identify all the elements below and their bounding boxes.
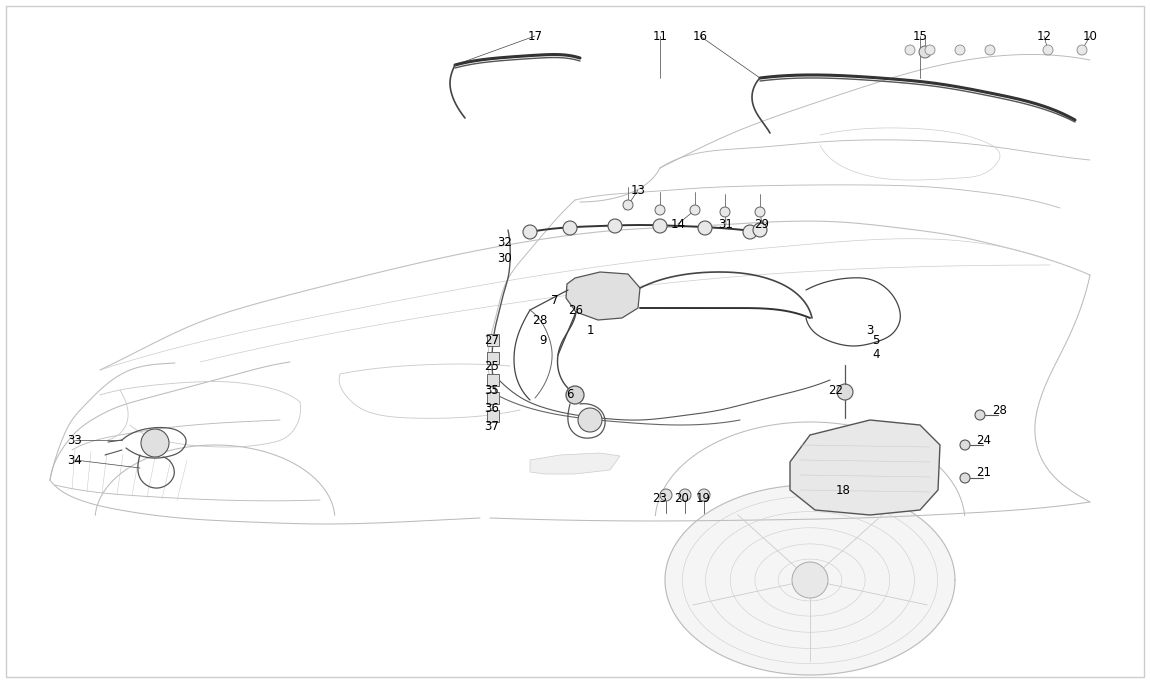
Circle shape (690, 205, 700, 215)
Circle shape (698, 221, 712, 235)
Text: 25: 25 (484, 359, 499, 372)
Circle shape (753, 223, 767, 237)
Circle shape (141, 429, 169, 457)
Text: 13: 13 (630, 184, 645, 197)
Circle shape (986, 45, 995, 55)
Text: 36: 36 (484, 402, 499, 415)
Text: 24: 24 (976, 434, 991, 447)
Text: 33: 33 (68, 434, 83, 447)
Text: 26: 26 (568, 303, 583, 316)
Text: 12: 12 (1036, 29, 1051, 42)
Text: 32: 32 (498, 236, 513, 249)
Text: 31: 31 (719, 217, 734, 230)
Text: 27: 27 (484, 333, 499, 346)
Circle shape (1043, 45, 1053, 55)
Text: 6: 6 (566, 389, 574, 402)
Circle shape (523, 225, 537, 239)
Bar (486, 352, 499, 364)
Circle shape (1078, 45, 1087, 55)
Text: 23: 23 (652, 492, 667, 505)
Text: 34: 34 (68, 454, 83, 466)
Polygon shape (566, 272, 641, 320)
Circle shape (905, 45, 915, 55)
Text: 4: 4 (872, 348, 880, 361)
Text: 20: 20 (675, 492, 690, 505)
Text: 19: 19 (696, 492, 711, 505)
Circle shape (660, 489, 672, 501)
Circle shape (564, 221, 577, 235)
Text: 17: 17 (528, 29, 543, 42)
Text: 21: 21 (976, 466, 991, 479)
Text: 30: 30 (498, 251, 513, 264)
Bar (486, 392, 499, 404)
Text: 10: 10 (1082, 29, 1097, 42)
Text: 35: 35 (484, 383, 499, 397)
Text: 3: 3 (866, 324, 874, 337)
Text: 22: 22 (828, 383, 843, 397)
Circle shape (678, 489, 691, 501)
Polygon shape (790, 420, 940, 515)
Text: 15: 15 (913, 29, 927, 42)
Circle shape (960, 440, 969, 450)
Circle shape (837, 384, 853, 400)
Circle shape (743, 225, 757, 239)
Circle shape (792, 562, 828, 598)
Bar (486, 410, 499, 422)
Circle shape (925, 45, 935, 55)
Bar (486, 334, 499, 346)
Polygon shape (665, 485, 954, 675)
Text: 8: 8 (539, 313, 546, 326)
Text: 37: 37 (484, 419, 499, 432)
Circle shape (698, 489, 710, 501)
Circle shape (566, 386, 584, 404)
Circle shape (919, 46, 932, 58)
Text: 16: 16 (692, 29, 707, 42)
Circle shape (653, 219, 667, 233)
Circle shape (578, 408, 601, 432)
Text: 11: 11 (652, 29, 667, 42)
Text: 28: 28 (992, 404, 1007, 417)
Text: 5: 5 (873, 333, 880, 346)
Text: 18: 18 (836, 484, 851, 497)
Text: 2: 2 (532, 313, 539, 326)
Text: 1: 1 (586, 324, 593, 337)
Polygon shape (530, 453, 620, 474)
Text: 14: 14 (670, 217, 685, 230)
Text: 29: 29 (754, 217, 769, 230)
Circle shape (608, 219, 622, 233)
Circle shape (756, 207, 765, 217)
Circle shape (656, 205, 665, 215)
Bar (486, 374, 499, 386)
Circle shape (960, 473, 969, 483)
Circle shape (975, 410, 986, 420)
Circle shape (720, 207, 730, 217)
Circle shape (623, 200, 633, 210)
Text: 7: 7 (551, 294, 559, 307)
Text: 9: 9 (539, 333, 546, 346)
Circle shape (954, 45, 965, 55)
